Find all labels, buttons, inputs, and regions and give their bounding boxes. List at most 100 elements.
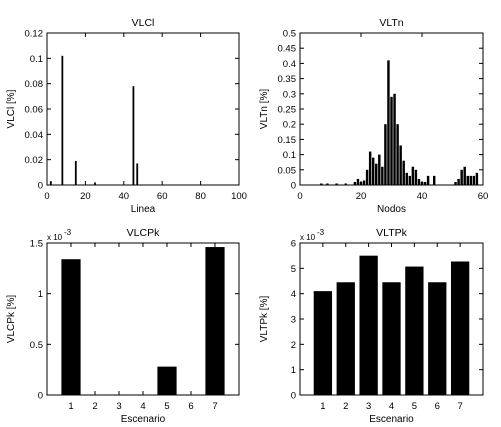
bar	[457, 178, 460, 185]
bar	[463, 166, 466, 185]
bar	[378, 154, 381, 185]
bar	[411, 166, 415, 185]
y-tick-label: 0	[38, 181, 43, 192]
bar	[74, 160, 77, 185]
bar	[450, 261, 470, 395]
x-tick-label: 60	[157, 191, 168, 202]
bar	[390, 96, 393, 185]
x-tick-label: 20	[80, 191, 91, 202]
y-tick-label: 1	[38, 289, 43, 300]
y-tick-label: 0	[38, 391, 43, 402]
y-tick-label: 6	[291, 239, 296, 250]
y-tick-label: 0.05	[278, 165, 297, 176]
y-tick-label: 1	[291, 365, 296, 376]
bar	[356, 178, 360, 185]
x-tick-label: 100	[231, 191, 247, 202]
x-tick-label: 2	[343, 401, 348, 412]
y-tick-label: 0.25	[278, 105, 297, 116]
bar	[335, 183, 338, 185]
y-tick-label: 0.5	[283, 29, 296, 40]
bar	[94, 182, 96, 185]
y-tick-label: 0	[291, 181, 296, 192]
y-tick-label: 5	[291, 264, 296, 275]
x-tick-label: 0	[297, 191, 302, 202]
x-tick-label: 6	[435, 401, 440, 412]
bar	[384, 124, 387, 185]
x-axis-label: Linea	[131, 204, 156, 215]
y-tick-label: 0.06	[25, 105, 44, 116]
x-tick-label: 4	[389, 401, 394, 412]
x-axis-label: Escenario	[369, 414, 414, 425]
y-tick-label: 0.35	[278, 74, 297, 85]
x-axis-label: Escenario	[121, 414, 166, 425]
x-tick-label: 2	[92, 401, 97, 412]
y-tick-label: 0.2	[283, 120, 296, 131]
x-tick-label: 5	[412, 401, 417, 412]
y-axis-label: VLCPk [%]	[6, 295, 17, 344]
bar	[475, 172, 479, 185]
bar	[61, 55, 64, 185]
y-axis-label: VLTn [%]	[259, 89, 270, 130]
y-tick-label: 0.08	[25, 79, 44, 90]
bar	[399, 145, 402, 185]
bar	[368, 151, 372, 185]
x-tick-label: 80	[195, 191, 206, 202]
bar	[336, 282, 355, 395]
x-tick-label: 40	[417, 191, 428, 202]
bar	[428, 282, 447, 395]
y-tick-label: 0.04	[25, 130, 44, 141]
y-tick-label: 0.1	[30, 54, 43, 65]
axis-exponent-label: x 10	[47, 233, 63, 242]
x-tick-label: 3	[116, 401, 121, 412]
x-tick-label: 20	[356, 191, 367, 202]
bar	[472, 175, 476, 185]
x-tick-label: 6	[188, 401, 193, 412]
bar	[320, 183, 323, 185]
vlcl-panel: 0 0.02 0.04 0.06 0.08 0.1 0.12 0 20 40 60 80 100 VLCl…	[6, 17, 247, 215]
y-tick-label: 0	[291, 391, 296, 402]
y-tick-label: 2	[291, 340, 296, 351]
bar	[326, 183, 329, 185]
bar	[136, 163, 139, 185]
bar	[205, 247, 225, 395]
x-tick-label: 40	[119, 191, 130, 202]
bar	[387, 60, 390, 185]
bar	[405, 172, 408, 185]
bar	[375, 163, 378, 185]
bar	[313, 291, 333, 395]
bar	[382, 282, 401, 395]
bar	[466, 175, 469, 185]
x-tick-label: 60	[478, 191, 489, 202]
bar	[157, 366, 177, 395]
bar	[393, 93, 396, 185]
bar	[132, 86, 135, 185]
bar	[359, 255, 378, 395]
y-tick-label: 1.5	[30, 239, 43, 250]
bar	[381, 166, 384, 185]
bar	[405, 266, 424, 395]
bar	[344, 183, 347, 185]
bar	[362, 180, 366, 185]
x-axis-label: Nodos	[377, 204, 406, 215]
axis-exponent-power: -3	[317, 228, 325, 237]
y-tick-label: 0.5	[30, 340, 43, 351]
chart-title: VLTPk	[376, 227, 407, 239]
y-tick-label: 0.4	[283, 59, 296, 70]
bar	[371, 157, 375, 185]
bar	[365, 169, 369, 185]
y-tick-label: 0.02	[25, 155, 44, 166]
bar	[417, 178, 421, 185]
y-axis-label: VLCl [%]	[6, 89, 17, 128]
bar	[432, 175, 436, 185]
bar	[426, 175, 430, 185]
bar	[49, 181, 52, 185]
bar	[61, 259, 81, 395]
vlcpk-panel: 0 0.5 1 1.5 1 2 3 4 5 6 7 VLCPk Escenario VLCPk [%] x …	[6, 227, 240, 425]
y-tick-label: 0.45	[278, 44, 297, 55]
bar	[408, 175, 412, 185]
x-tick-label: 0	[44, 191, 49, 202]
y-tick-label: 0.1	[283, 150, 296, 161]
y-axis-label: VLTPk [%]	[259, 296, 270, 343]
y-tick-label: 0.12	[25, 29, 44, 40]
